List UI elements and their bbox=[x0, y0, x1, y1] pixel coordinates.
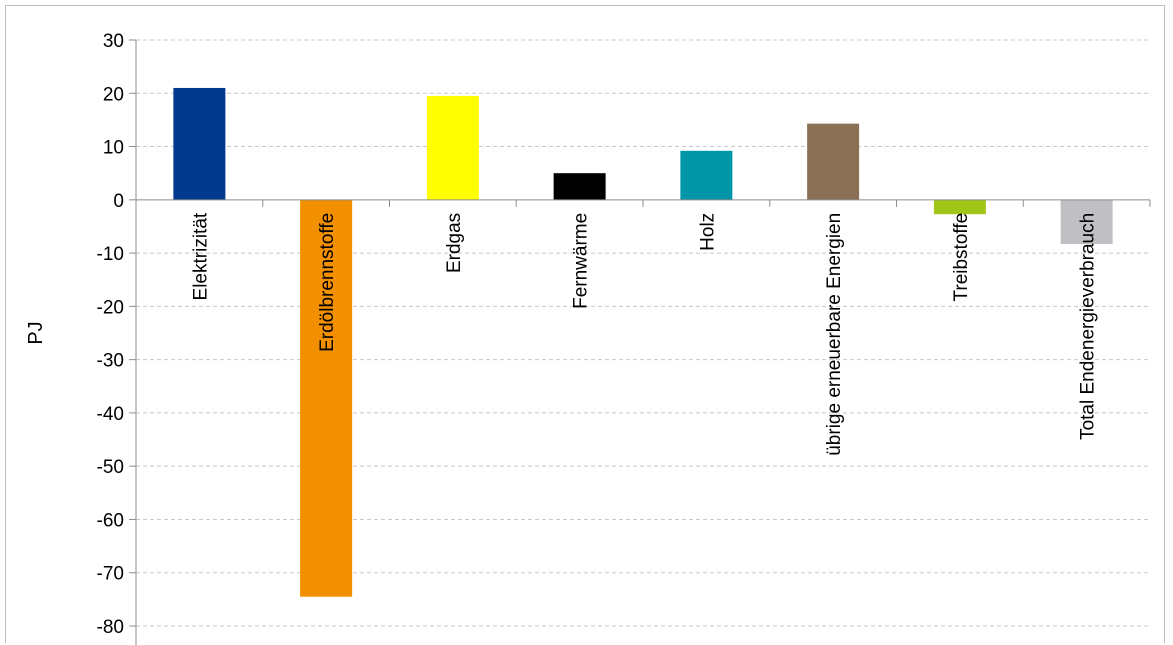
y-axis-title: PJ bbox=[25, 321, 47, 344]
category-label: Elektrizität bbox=[190, 212, 211, 300]
category-label: Treibstoffe bbox=[951, 213, 972, 302]
y-tick-label: 30 bbox=[103, 31, 124, 52]
bar bbox=[553, 173, 606, 200]
y-tick-label: -70 bbox=[97, 564, 124, 585]
category-label: Fernwärme bbox=[571, 213, 592, 309]
bar bbox=[680, 150, 733, 200]
bar bbox=[807, 123, 860, 200]
bars bbox=[173, 87, 1113, 597]
gridlines bbox=[136, 39, 1150, 627]
category-labels: Elektrizität Erdölbrennstoffe Erdgas Fernwä… bbox=[190, 212, 1098, 456]
category-label: übrige erneuerbare Energien bbox=[824, 213, 845, 456]
y-tick-label: 10 bbox=[103, 138, 124, 159]
axes bbox=[135, 40, 1150, 645]
bar bbox=[173, 87, 226, 200]
y-tick-label: -20 bbox=[97, 297, 124, 318]
category-label: Holz bbox=[697, 213, 718, 251]
y-tick-label: -80 bbox=[97, 617, 124, 638]
category-label: Total Endenergieverbrauch bbox=[1078, 213, 1099, 440]
bar bbox=[426, 95, 479, 200]
bar bbox=[300, 199, 353, 597]
y-tick-label: -50 bbox=[97, 457, 124, 478]
x-axis-ticks bbox=[135, 199, 1151, 207]
y-tick-label: -10 bbox=[97, 244, 124, 265]
y-tick-label: -60 bbox=[97, 510, 124, 531]
y-axis-ticks: -80 -70 -60 -50 -40 -30 -20 -10 0 10 20 30 bbox=[97, 31, 136, 638]
bar bbox=[1060, 199, 1113, 245]
y-tick-label: -40 bbox=[97, 404, 124, 425]
category-label: Erdgas bbox=[444, 213, 465, 273]
y-tick-label: 0 bbox=[113, 191, 124, 212]
y-tick-label: -30 bbox=[97, 351, 124, 372]
y-tick-label: 20 bbox=[103, 84, 124, 105]
bar bbox=[933, 199, 986, 215]
chart-frame bbox=[5, 5, 1165, 643]
category-label: Erdölbrennstoffe bbox=[317, 213, 338, 352]
